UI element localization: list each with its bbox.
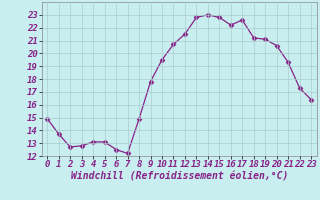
X-axis label: Windchill (Refroidissement éolien,°C): Windchill (Refroidissement éolien,°C) (70, 172, 288, 182)
